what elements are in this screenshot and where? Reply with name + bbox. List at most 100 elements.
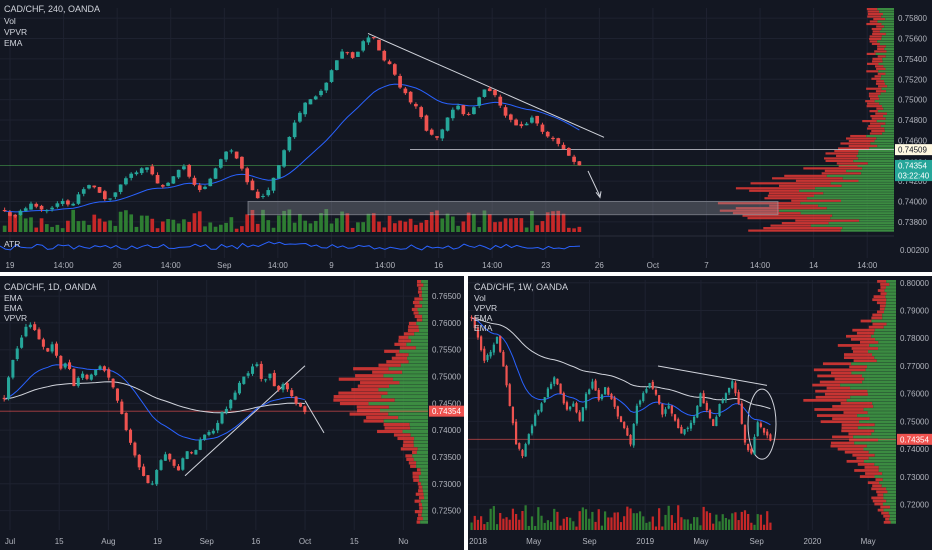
volume-bar bbox=[553, 508, 556, 530]
vp-up-bar bbox=[832, 214, 894, 217]
vp-up-bar bbox=[828, 222, 894, 225]
vp-down-bar bbox=[821, 172, 862, 175]
br-indicator-vpvr[interactable]: VPVR bbox=[474, 303, 497, 313]
volume-bar bbox=[483, 524, 486, 530]
br-indicator-vol[interactable]: Vol bbox=[474, 293, 486, 303]
vp-up-bar bbox=[885, 82, 894, 85]
vp-up-bar bbox=[423, 492, 428, 496]
time-tick-label: 2020 bbox=[804, 537, 822, 546]
volume-bar bbox=[543, 522, 546, 530]
volume-bar bbox=[334, 218, 339, 232]
top-chart-panel[interactable]: 0.75800 0.75600 0.75400 0.75200 0.75000 0.748… bbox=[0, 4, 932, 270]
candle-body bbox=[60, 200, 65, 204]
br-indicator-ema-2[interactable]: EMA bbox=[474, 323, 493, 333]
candle-body bbox=[658, 395, 661, 404]
time-tick-label: 2018 bbox=[469, 537, 487, 546]
vp-up-bar bbox=[882, 472, 896, 475]
candle-body bbox=[505, 365, 508, 386]
br-indicator-ema-1[interactable]: EMA bbox=[474, 313, 493, 323]
br-price-axis[interactable]: 0.80000 0.79000 0.78000 0.77000 0.76000 0.750… bbox=[897, 279, 932, 510]
vp-up-bar bbox=[877, 110, 894, 113]
vp-down-bar bbox=[386, 360, 409, 364]
candle-body bbox=[303, 102, 308, 115]
vp-down-bar bbox=[883, 520, 891, 524]
vp-down-bar bbox=[357, 384, 390, 388]
bl-indicator-ema-2[interactable]: EMA bbox=[4, 303, 23, 313]
vp-up-bar bbox=[842, 227, 894, 230]
volume-bar bbox=[708, 512, 712, 530]
vp-down-bar bbox=[735, 187, 816, 190]
candle-body bbox=[361, 41, 366, 51]
candle-body bbox=[81, 373, 85, 378]
vp-down-bar bbox=[852, 350, 869, 353]
vp-down-bar bbox=[867, 12, 883, 16]
horizontal-separator[interactable] bbox=[0, 272, 932, 276]
top-drawings[interactable] bbox=[0, 32, 894, 199]
vp-down-bar bbox=[391, 356, 408, 360]
candle-body bbox=[134, 172, 139, 175]
vp-down-bar bbox=[880, 286, 886, 289]
top-indicator-vol[interactable]: Vol bbox=[4, 16, 16, 26]
candle-body bbox=[584, 393, 588, 409]
volume-bar bbox=[577, 226, 582, 232]
vp-down-bar bbox=[418, 513, 422, 517]
candle-body bbox=[211, 430, 215, 434]
vp-down-bar bbox=[872, 322, 887, 326]
vp-down-bar bbox=[356, 405, 389, 409]
vp-up-bar bbox=[840, 383, 896, 387]
top-symbol-label[interactable]: CAD/CHF, 240, OANDA bbox=[4, 4, 100, 14]
price-label: 03:22:40 bbox=[898, 172, 930, 181]
bottom-left-chart-panel[interactable]: 0.76500 0.76000 0.75500 0.75000 0.74500 0.740… bbox=[0, 280, 467, 546]
top-indicator-vpvr[interactable]: VPVR bbox=[4, 27, 27, 37]
candle-body bbox=[187, 164, 192, 177]
vp-down-bar bbox=[843, 411, 868, 414]
vp-up-bar bbox=[888, 511, 896, 515]
volume-bar bbox=[603, 511, 607, 530]
bl-indicator-ema-1[interactable]: EMA bbox=[4, 293, 23, 303]
vp-up-bar bbox=[423, 283, 428, 287]
candle-body bbox=[693, 416, 696, 423]
candle-body bbox=[461, 105, 466, 115]
vp-up-bar bbox=[857, 164, 894, 167]
candle-body bbox=[642, 393, 645, 402]
vp-down-bar bbox=[412, 475, 419, 479]
vp-up-bar bbox=[884, 307, 896, 311]
bl-indicator-vpvr[interactable]: VPVR bbox=[4, 313, 27, 323]
bl-price-axis[interactable]: 0.76500 0.76000 0.75500 0.75000 0.74500 0.740… bbox=[429, 292, 467, 516]
price-label-bg bbox=[895, 159, 932, 171]
candle-body bbox=[677, 419, 680, 429]
vp-down-bar bbox=[877, 72, 886, 75]
candle-body bbox=[208, 178, 213, 187]
vp-up-bar bbox=[867, 392, 896, 396]
br-symbol-label[interactable]: CAD/CHF, 1W, OANDA bbox=[474, 282, 568, 292]
br-drawings[interactable] bbox=[468, 365, 896, 460]
br-time-axis[interactable]: 2018 May Sep 2019 May Sep 2020 May bbox=[469, 537, 876, 546]
time-tick-label: Aug bbox=[101, 537, 115, 546]
price-tick-label: 0.75200 bbox=[898, 75, 927, 84]
bl-drawings[interactable] bbox=[0, 365, 428, 477]
top-price-axis[interactable]: 0.75800 0.75600 0.75400 0.75200 0.75000 0.748… bbox=[895, 14, 932, 227]
vp-up-bar bbox=[889, 517, 896, 521]
vp-up-bar bbox=[883, 115, 894, 118]
volume-bar bbox=[366, 213, 371, 232]
support-zone[interactable] bbox=[247, 200, 779, 216]
candle-body bbox=[298, 112, 302, 122]
top-indicator-ema[interactable]: EMA bbox=[4, 38, 23, 48]
vertical-separator[interactable] bbox=[464, 276, 468, 550]
vp-up-bar bbox=[881, 484, 896, 488]
bottom-right-chart-panel[interactable]: 0.80000 0.79000 0.78000 0.77000 0.76000 0.750… bbox=[468, 279, 932, 546]
candle-body bbox=[76, 194, 81, 204]
top-indicator-atr[interactable]: ATR bbox=[4, 239, 20, 249]
vp-up-bar bbox=[881, 37, 894, 41]
candle-body bbox=[613, 398, 616, 407]
vp-down-bar bbox=[408, 461, 417, 465]
vp-up-bar bbox=[867, 162, 894, 165]
bl-symbol-label[interactable]: CAD/CHF, 1D, OANDA bbox=[4, 282, 97, 292]
vp-up-bar bbox=[830, 182, 894, 185]
bl-time-axis[interactable]: Jul 15 Aug 19 Sep 16 Oct 15 No bbox=[5, 537, 409, 546]
candle-body bbox=[577, 161, 582, 166]
vp-down-bar bbox=[840, 402, 873, 405]
top-time-axis[interactable]: 19 14:00 26 14:00 Sep 14:00 9 14:00 16 14:00 23 26 O… bbox=[6, 261, 878, 270]
candle-body bbox=[387, 61, 392, 65]
